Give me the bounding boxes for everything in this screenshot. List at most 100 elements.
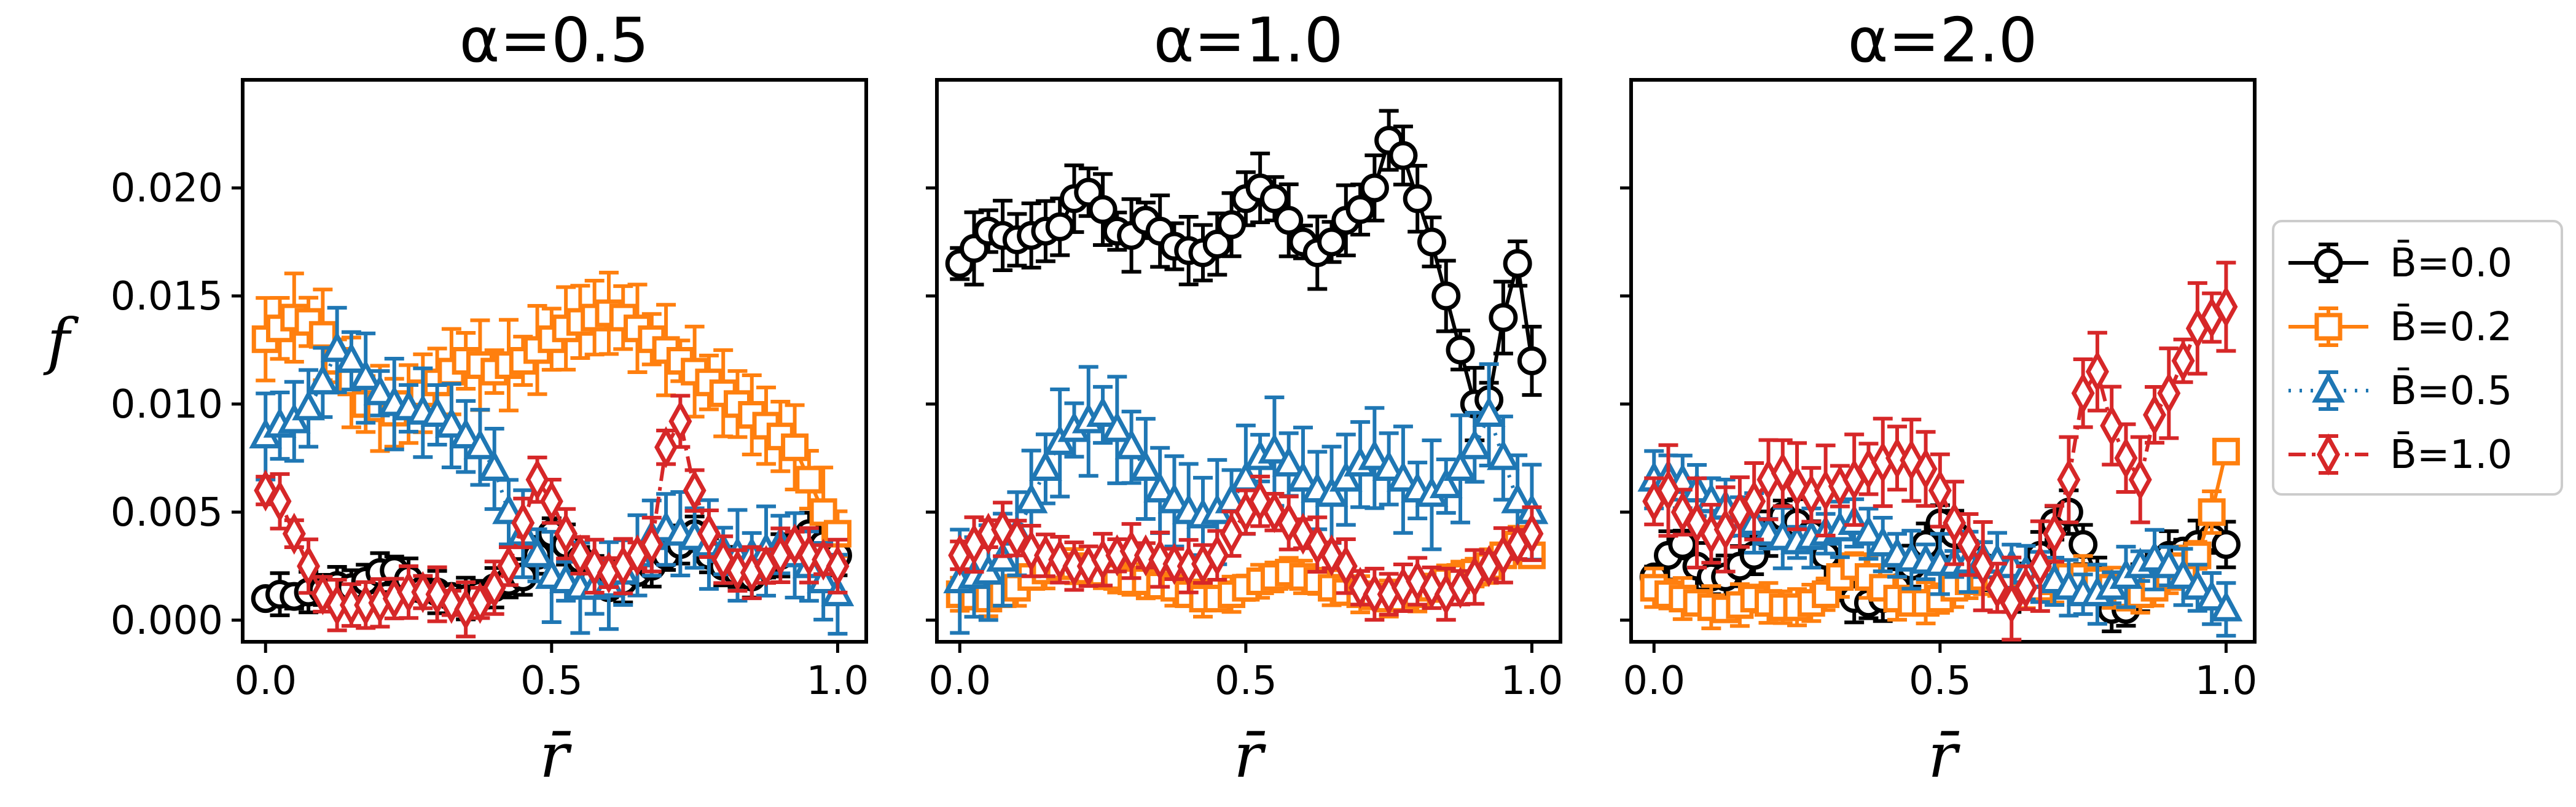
data-point: [363, 374, 397, 405]
data-point: [1446, 335, 1475, 365]
data-point: [463, 428, 497, 459]
data-point: [1329, 461, 1363, 492]
data-point: [468, 582, 492, 624]
x-tick-label: 1.0: [807, 658, 869, 704]
data-point: [292, 389, 325, 421]
x-tick-label: 0.5: [1215, 658, 1277, 704]
data-point: [2071, 372, 2095, 415]
data-point: [525, 458, 549, 501]
data-point: [1219, 512, 1243, 555]
y-tick-label: 0.000: [111, 598, 223, 644]
data-point: [2128, 458, 2152, 501]
series-diamond: [948, 474, 1544, 622]
legend-box: [2272, 220, 2563, 496]
panel-title: α=0.5: [460, 4, 649, 76]
data-point: [797, 534, 821, 577]
legend-label: B̄=0.0: [2390, 240, 2512, 286]
plot-frame: [241, 78, 868, 644]
data-point: [2198, 498, 2226, 526]
data-point: [1444, 450, 1477, 481]
series-triangle: [943, 362, 1549, 635]
data-point: [1372, 450, 1406, 481]
data-point: [1771, 452, 1795, 494]
series-diamond: [1642, 260, 2238, 642]
data-point: [2209, 590, 2243, 622]
x-tick-label: 1.0: [1501, 658, 1564, 704]
x-tick-label: 0.5: [520, 658, 583, 704]
legend-entry: B̄=0.5: [2288, 367, 2512, 414]
data-point: [492, 493, 525, 524]
data-point: [1885, 437, 1909, 480]
data-point: [1429, 467, 1463, 499]
data-point: [1315, 476, 1349, 507]
data-point: [2181, 569, 2214, 600]
data-point: [1286, 461, 1320, 492]
data-point: [1143, 472, 1177, 503]
x-tick-label: 0.0: [1623, 658, 1685, 704]
data-point: [2028, 545, 2052, 588]
data-point: [1148, 539, 1172, 581]
data-point: [1100, 411, 1134, 442]
panel-alpha-2.0: α=2.0 0.0 0.5 1.0: [1620, 4, 2257, 704]
y-tick-label: 0.020: [111, 166, 223, 211]
data-point: [781, 433, 809, 461]
series-circle: [945, 109, 1546, 442]
y-tick-label: 0.015: [111, 274, 223, 319]
data-point: [1489, 303, 1518, 332]
data-point: [335, 342, 368, 373]
data-point: [668, 400, 692, 443]
panel-title: α=2.0: [1848, 4, 2038, 76]
data-point: [2212, 437, 2240, 466]
data-point: [1317, 227, 1347, 257]
data-point: [539, 480, 563, 523]
data-point: [1985, 566, 2009, 609]
data-point: [795, 466, 823, 494]
data-point: [2057, 458, 2081, 501]
legend-label: B̄=1.0: [2390, 431, 2512, 478]
data-point: [1656, 469, 1680, 512]
series-diamond: [254, 394, 850, 639]
data-point: [1114, 428, 1148, 459]
data-point: [1928, 469, 1952, 512]
data-point: [306, 364, 340, 395]
data-point: [1742, 480, 1766, 523]
data-point: [1472, 396, 1506, 427]
data-point: [477, 450, 511, 481]
data-point: [2214, 286, 2238, 328]
panel-alpha-1.0: α=1.0 0.0 0.5 1.0: [926, 4, 1563, 704]
plot-frame: [935, 78, 1562, 644]
data-point: [2014, 566, 2038, 609]
legend-label: B̄=0.2: [2390, 303, 2512, 350]
data-point: [640, 523, 664, 566]
data-point: [435, 407, 468, 438]
x-axis-label-panel-1: r̄: [539, 720, 572, 792]
data-point: [1431, 281, 1461, 311]
x-tick-label: 0.0: [234, 658, 297, 704]
data-point: [1029, 450, 1062, 481]
x-tick-label: 1.0: [2195, 658, 2258, 704]
data-point: [1045, 212, 1075, 241]
data-point: [320, 331, 354, 362]
data-point: [683, 469, 707, 512]
data-point: [1971, 545, 1995, 588]
data-point: [726, 549, 750, 592]
data-point: [1713, 508, 1737, 551]
data-point: [2069, 530, 2098, 559]
data-point: [2043, 512, 2067, 555]
y-tick-label: 0.005: [111, 490, 223, 536]
data-point: [1033, 534, 1057, 577]
legend-marker: [2314, 248, 2343, 278]
data-point: [308, 321, 337, 349]
panel-alpha-0.5: α=0.5 0.0 0.5 1.0 0.000 0.005 0.010 0.015 0.020: [111, 4, 869, 704]
data-point: [1119, 529, 1143, 572]
data-point: [511, 502, 535, 544]
data-point: [497, 545, 521, 588]
data-point: [826, 545, 850, 588]
data-point: [2171, 340, 2195, 382]
data-point: [1217, 210, 1247, 240]
data-point: [1866, 526, 1900, 557]
data-point: [1205, 534, 1229, 577]
x-axis-label-panel-2: r̄: [1234, 720, 1266, 792]
data-point: [1334, 545, 1358, 588]
